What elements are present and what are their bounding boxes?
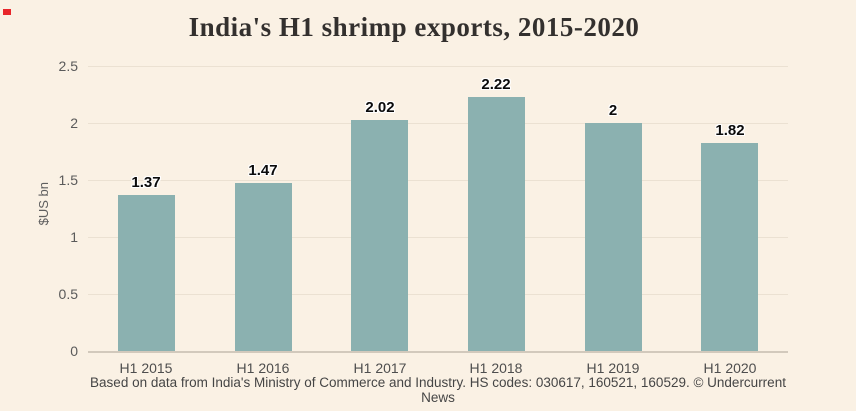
bar-h1-2017 bbox=[351, 120, 408, 351]
y-tick-label: 1 bbox=[70, 229, 78, 245]
red-dash-mark bbox=[3, 9, 11, 15]
bar-h1-2016 bbox=[235, 183, 292, 351]
bar-value-label: 1.37 bbox=[131, 174, 161, 191]
bar-value-label: 2.02 bbox=[365, 99, 395, 116]
gridline bbox=[88, 294, 788, 295]
bar-h1-2015 bbox=[118, 195, 175, 351]
bar-value-label: 2.22 bbox=[481, 76, 511, 93]
y-axis-label: $US bn bbox=[36, 182, 51, 226]
gridline bbox=[88, 180, 788, 181]
x-axis-line bbox=[88, 351, 788, 353]
x-tick-label: H1 2015 bbox=[119, 360, 173, 376]
y-tick-label: 2.5 bbox=[58, 58, 78, 74]
x-tick-label: H1 2017 bbox=[353, 360, 407, 376]
gridline bbox=[88, 66, 788, 67]
bar-value-label: 1.47 bbox=[248, 162, 278, 179]
y-tick-label: 1.5 bbox=[58, 172, 78, 188]
y-tick-label: 0 bbox=[70, 343, 78, 359]
bar-h1-2020 bbox=[701, 143, 758, 351]
bar-value-label: 1.82 bbox=[715, 122, 745, 139]
x-tick-label: H1 2020 bbox=[703, 360, 757, 376]
x-tick-label: H1 2019 bbox=[586, 360, 640, 376]
y-tick-label: 2 bbox=[70, 115, 78, 131]
x-tick-label: H1 2016 bbox=[236, 360, 290, 376]
chart-title: India's H1 shrimp exports, 2015-2020 bbox=[188, 12, 640, 42]
gridline bbox=[88, 123, 788, 124]
chart-footer-credit: Based on data from India's Ministry of C… bbox=[90, 375, 786, 405]
x-tick-label: H1 2018 bbox=[469, 360, 523, 376]
bar-h1-2019 bbox=[585, 123, 642, 351]
bar-value-label: 2 bbox=[608, 102, 618, 119]
gridline bbox=[88, 237, 788, 238]
y-tick-label: 0.5 bbox=[58, 286, 78, 302]
bar-h1-2018 bbox=[468, 97, 525, 351]
